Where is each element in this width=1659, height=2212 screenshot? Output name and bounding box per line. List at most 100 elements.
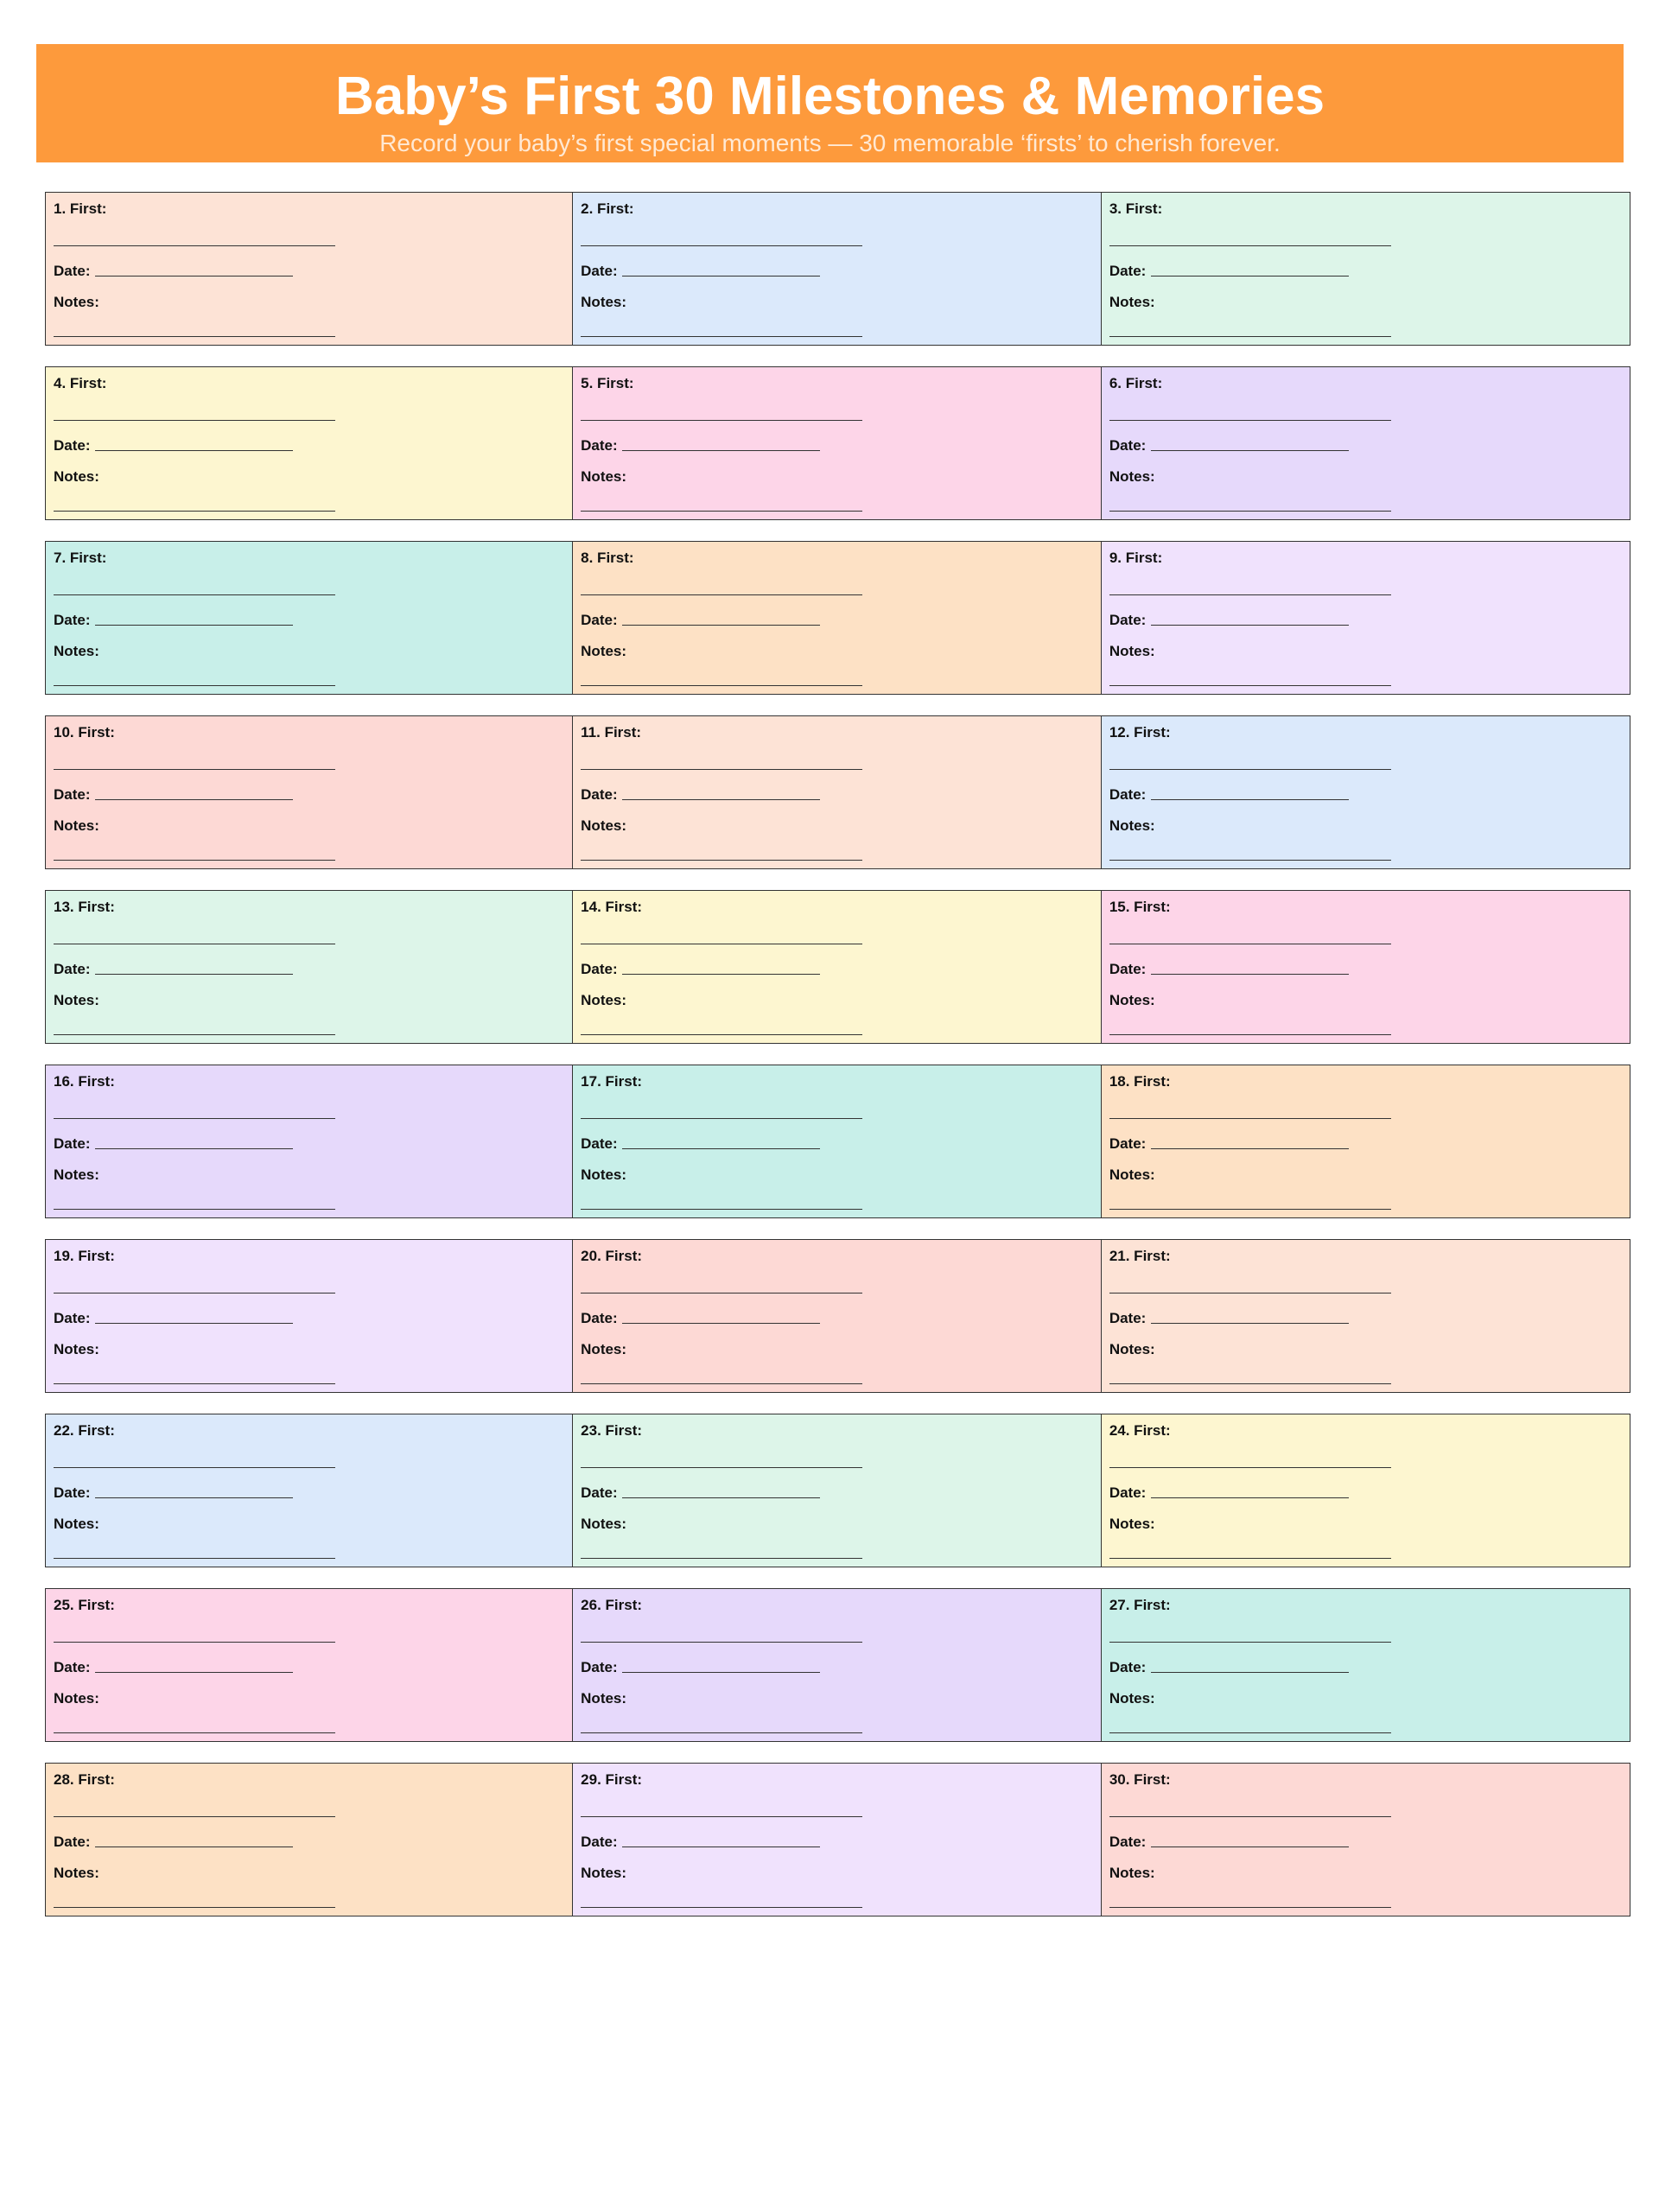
notes-label: Notes: <box>581 643 627 659</box>
notes-label: Notes: <box>581 468 627 485</box>
write-line <box>54 1816 335 1817</box>
write-line <box>622 1497 821 1498</box>
notes-label: Notes: <box>54 468 99 485</box>
date-label: Date: <box>581 786 618 803</box>
milestone-label: 2. First: <box>581 200 634 217</box>
notes-label: Notes: <box>581 294 627 310</box>
notes-label: Notes: <box>581 1516 627 1532</box>
write-line <box>581 1642 863 1643</box>
notes-label: Notes: <box>581 1341 627 1357</box>
milestone-card: 18. First: Date: Notes: <box>1100 1065 1630 1218</box>
notes-label: Notes: <box>1109 1690 1155 1707</box>
milestone-label: 14. First: <box>581 899 643 915</box>
date-label: Date: <box>54 437 91 454</box>
milestone-card: 15. First: Date: Notes: <box>1100 890 1630 1044</box>
milestone-label: 26. First: <box>581 1597 643 1613</box>
write-line <box>54 1467 335 1468</box>
write-line <box>95 450 293 451</box>
write-line <box>95 1497 293 1498</box>
write-line <box>581 1558 863 1559</box>
write-line <box>622 625 821 626</box>
milestone-label: 22. First: <box>54 1422 115 1439</box>
date-label: Date: <box>581 437 618 454</box>
date-label: Date: <box>1109 437 1147 454</box>
milestone-card: 7. First: Date: Notes: <box>45 541 574 695</box>
write-line <box>581 245 863 246</box>
milestone-label: 24. First: <box>1109 1422 1171 1439</box>
notes-label: Notes: <box>581 1166 627 1183</box>
write-line <box>581 594 863 595</box>
write-line <box>54 1907 335 1908</box>
milestone-card: 30. First: Date: Notes: <box>1100 1763 1630 1916</box>
write-line <box>1150 799 1349 800</box>
milestone-label: 11. First: <box>581 724 642 741</box>
milestone-label: 4. First: <box>54 375 107 391</box>
milestone-label: 21. First: <box>1109 1248 1171 1264</box>
notes-label: Notes: <box>581 992 627 1008</box>
write-line <box>95 625 293 626</box>
date-label: Date: <box>1109 961 1147 977</box>
write-line <box>1109 594 1391 595</box>
write-line <box>581 1118 863 1119</box>
date-label: Date: <box>54 1834 91 1850</box>
write-line <box>581 1467 863 1468</box>
write-line <box>1109 420 1391 421</box>
milestone-label: 23. First: <box>581 1422 643 1439</box>
notes-label: Notes: <box>54 1516 99 1532</box>
date-label: Date: <box>581 1834 618 1850</box>
milestone-card: 2. First: Date: Notes: <box>572 192 1103 346</box>
write-line <box>95 1148 293 1149</box>
date-label: Date: <box>1109 1135 1147 1152</box>
notes-label: Notes: <box>1109 1166 1155 1183</box>
date-label: Date: <box>581 961 618 977</box>
date-label: Date: <box>1109 786 1147 803</box>
write-line <box>54 685 335 686</box>
write-line <box>1150 625 1349 626</box>
milestone-card: 25. First: Date: Notes: <box>45 1588 574 1742</box>
date-label: Date: <box>581 1659 618 1675</box>
date-label: Date: <box>54 263 91 279</box>
notes-label: Notes: <box>54 643 99 659</box>
milestone-card: 12. First: Date: Notes: <box>1100 715 1630 869</box>
write-line <box>1150 1497 1349 1498</box>
milestone-card: 29. First: Date: Notes: <box>572 1763 1103 1916</box>
notes-label: Notes: <box>1109 1341 1155 1357</box>
write-line <box>1150 1672 1349 1673</box>
date-label: Date: <box>54 961 91 977</box>
milestone-card: 4. First: Date: Notes: <box>45 366 574 520</box>
milestone-card: 28. First: Date: Notes: <box>45 1763 574 1916</box>
write-line <box>54 245 335 246</box>
title: Baby’s First 30 Milestones & Memories <box>334 67 1325 126</box>
write-line <box>1109 1816 1391 1817</box>
date-label: Date: <box>1109 612 1147 628</box>
milestone-card: 9. First: Date: Notes: <box>1100 541 1630 695</box>
write-line <box>1109 860 1391 861</box>
write-line <box>54 1293 335 1294</box>
write-line <box>581 420 863 421</box>
write-line <box>54 511 335 512</box>
notes-label: Notes: <box>1109 294 1155 310</box>
milestone-label: 19. First: <box>54 1248 115 1264</box>
milestone-card: 13. First: Date: Notes: <box>45 890 574 1044</box>
write-line <box>1109 1642 1391 1643</box>
write-line <box>622 1672 821 1673</box>
write-line <box>1109 1293 1391 1294</box>
date-label: Date: <box>54 786 91 803</box>
write-line <box>1150 974 1349 975</box>
write-line <box>581 1907 863 1908</box>
date-label: Date: <box>581 1310 618 1326</box>
date-label: Date: <box>54 1484 91 1501</box>
milestone-card: 16. First: Date: Notes: <box>45 1065 574 1218</box>
milestone-card: 27. First: Date: Notes: <box>1100 1588 1630 1742</box>
write-line <box>54 1209 335 1210</box>
milestone-card: 10. First: Date: Notes: <box>45 715 574 869</box>
write-line <box>1150 1323 1349 1324</box>
milestone-card: 5. First: Date: Notes: <box>572 366 1103 520</box>
write-line <box>622 450 821 451</box>
write-line <box>581 769 863 770</box>
write-line <box>581 1209 863 1210</box>
write-line <box>54 1034 335 1035</box>
milestone-label: 7. First: <box>54 550 107 566</box>
write-line <box>581 685 863 686</box>
write-line <box>54 860 335 861</box>
